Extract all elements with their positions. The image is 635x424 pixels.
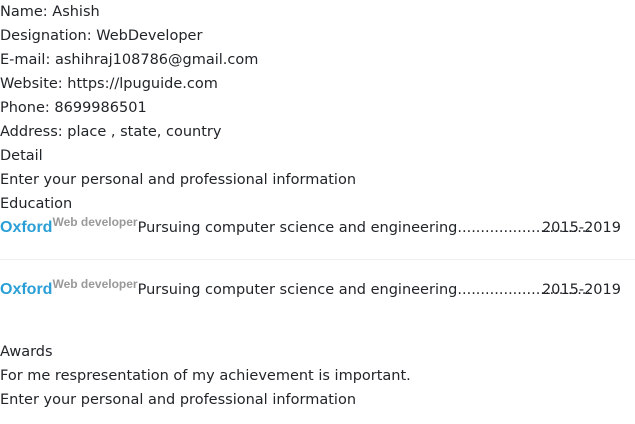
profile-phone: Phone: 8699986501 [0, 100, 147, 116]
education-description: Pursuing computer science and engineerin… [137, 220, 592, 236]
profile-name: Name: Ashish [0, 4, 100, 20]
awards-info-text: Enter your personal and professional inf… [0, 392, 357, 408]
education-period: 2015-2019 [541, 282, 621, 298]
education-divider [0, 259, 635, 260]
detail-heading: Detail [0, 148, 43, 164]
awards-heading: Awards [0, 344, 53, 360]
education-heading: Education [0, 196, 73, 212]
education-period: 2015-2019 [541, 220, 621, 236]
profile-designation: Designation: WebDeveloper [0, 28, 203, 44]
education-entry: OxfordWeb developerPursuing computer sci… [0, 215, 635, 238]
education-role: Web developer [52, 215, 138, 229]
education-role: Web developer [52, 277, 138, 291]
education-description: Pursuing computer science and engineerin… [137, 282, 592, 298]
profile-address: Address: place , state, country [0, 124, 222, 140]
detail-text: Enter your personal and professional inf… [0, 172, 357, 188]
education-school: Oxford [0, 219, 53, 236]
awards-text: For me respresentation of my achievement… [0, 368, 411, 384]
education-school: Oxford [0, 281, 53, 298]
profile-email: E-mail: ashihraj108786@gmail.com [0, 52, 259, 68]
education-entry: OxfordWeb developerPursuing computer sci… [0, 277, 635, 300]
profile-website: Website: https://lpuguide.com [0, 76, 218, 92]
